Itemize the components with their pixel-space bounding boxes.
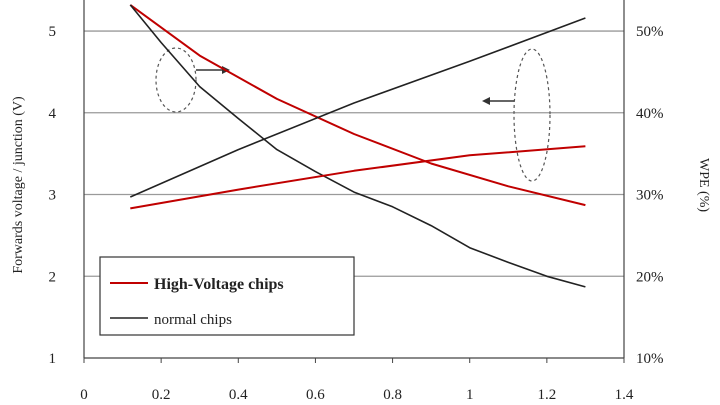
series-layer xyxy=(129,4,586,288)
y2-axis-title: WPE (%) xyxy=(696,158,711,212)
y2-tick-label-3: 40% xyxy=(636,106,664,122)
series-line-0 xyxy=(129,4,586,207)
x-tick-label-4: 0.8 xyxy=(383,387,402,403)
grid-lines xyxy=(84,30,624,277)
y-tick-label-0: 1 xyxy=(49,351,57,367)
legend: High-Voltage chips normal chips xyxy=(99,256,355,336)
y-tick-label-4: 5 xyxy=(49,24,57,40)
x-tick-label-6: 1.2 xyxy=(537,387,556,403)
legend-label-high-voltage: High-Voltage chips xyxy=(154,276,284,293)
y-tick-label-1: 2 xyxy=(49,269,57,285)
annotation-arrowhead-left xyxy=(482,97,490,105)
x-tick-label-1: 0.2 xyxy=(152,387,171,403)
x-tick-label-0: 0 xyxy=(80,387,88,403)
axes xyxy=(83,0,625,363)
y-axis-title: Forwards voltage / junction (V) xyxy=(11,96,26,274)
y2-tick-label-1: 20% xyxy=(636,269,664,285)
annotation-ellipse-left xyxy=(155,47,197,113)
y2-tick-label-2: 30% xyxy=(636,188,664,204)
annotation-ellipse-right xyxy=(513,48,551,182)
legend-box xyxy=(99,256,355,336)
y2-tick-label-0: 10% xyxy=(636,351,664,367)
y-tick-label-3: 4 xyxy=(49,106,57,122)
y-tick-label-2: 3 xyxy=(49,188,57,204)
tick-labels: 0 0.2 0.4 0.6 0.8 1 1.2 1.4 1 2 3 4 5 10% 20% 30% 40% 50% xyxy=(49,24,664,403)
legend-label-normal: normal chips xyxy=(154,312,232,328)
series-line-2 xyxy=(130,145,586,210)
annotations xyxy=(155,47,551,182)
series-line-1 xyxy=(129,4,586,288)
series-line-3 xyxy=(129,17,586,198)
x-tick-label-3: 0.6 xyxy=(306,387,325,403)
x-tick-label-7: 1.4 xyxy=(615,387,634,403)
y2-tick-label-4: 50% xyxy=(636,24,664,40)
x-tick-label-5: 1 xyxy=(466,387,474,403)
x-tick-label-2: 0.4 xyxy=(229,387,248,403)
